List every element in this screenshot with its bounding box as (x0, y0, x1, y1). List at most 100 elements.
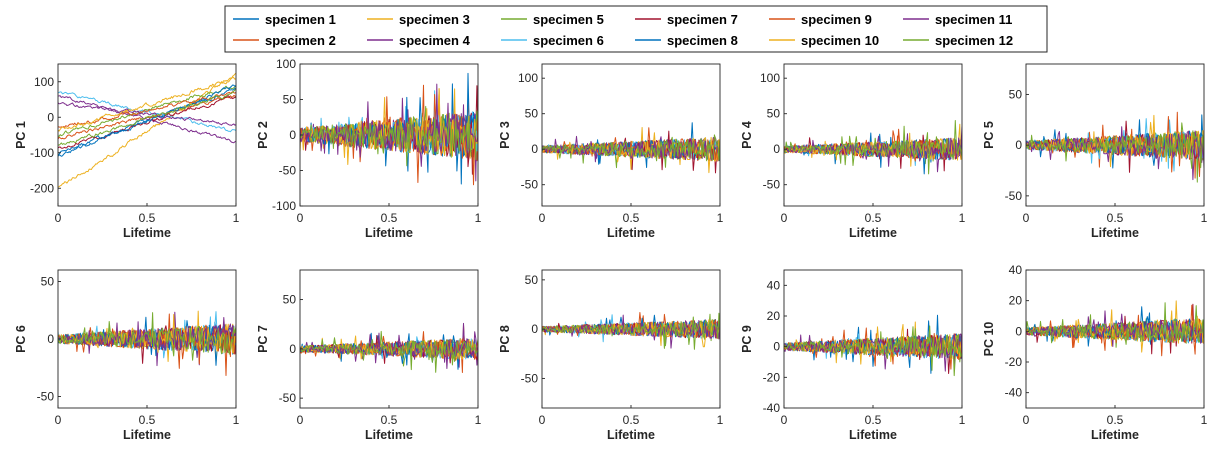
series-line (1026, 131, 1204, 169)
y-tick-label: 0 (47, 332, 54, 346)
x-axis-label: Lifetime (123, 428, 171, 442)
y-tick-label: 50 (767, 107, 781, 121)
series-line (58, 95, 236, 144)
subplot-4: 100 50 0 -50 0 0.5 1 Lifetime PC 4 (740, 63, 966, 240)
series-group (300, 72, 478, 186)
x-tick-label: 1 (1201, 211, 1208, 225)
y-tick-label: 100 (34, 75, 54, 89)
x-tick-label: 1 (475, 211, 482, 225)
legend-label: specimen 1 (265, 12, 336, 27)
y-tick-label: 50 (1009, 87, 1023, 101)
y-axis-label: PC 10 (982, 322, 996, 357)
y-tick-label: 0 (1015, 138, 1022, 152)
series-group (1026, 111, 1204, 183)
y-axis-label: PC 8 (498, 325, 512, 353)
subplot-8: 50 0 -50 0 0.5 1 Lifetime PC 8 (498, 269, 724, 442)
legend: specimen 1 specimen 3 specimen 5 specimen 7… (224, 5, 1048, 53)
x-tick-label: 0 (55, 413, 62, 427)
y-tick-label: 50 (283, 93, 297, 107)
series-line (58, 72, 236, 188)
y-tick-label: 100 (276, 57, 296, 71)
x-axis-label: Lifetime (1091, 428, 1139, 442)
plot-area (58, 64, 236, 206)
y-tick-label: 50 (283, 293, 297, 307)
y-tick-label: -50 (521, 371, 539, 385)
series-line (1026, 119, 1204, 161)
x-tick-label: 1 (233, 413, 240, 427)
subplot-3: 100 50 0 -50 0 0.5 1 Lifetime PC 3 (498, 63, 724, 240)
series-line (300, 337, 478, 366)
series-line (58, 323, 236, 365)
y-tick-label: -100 (30, 146, 54, 160)
x-tick-label: 0 (539, 211, 546, 225)
y-tick-label: -50 (279, 164, 297, 178)
x-tick-label: 1 (717, 211, 724, 225)
series-line (58, 317, 236, 351)
x-tick-label: 0.5 (623, 413, 640, 427)
y-tick-label: -200 (30, 181, 54, 195)
y-tick-label: -50 (1005, 189, 1023, 203)
x-tick-label: 0.5 (623, 211, 640, 225)
x-tick-label: 0 (781, 413, 788, 427)
series-line (542, 134, 720, 162)
y-tick-label: -50 (279, 391, 297, 405)
y-tick-label: -100 (272, 199, 296, 213)
series-group (1026, 300, 1204, 357)
plot-area (300, 270, 478, 408)
y-tick-label: 0 (773, 340, 780, 354)
series-line (58, 85, 236, 137)
subplot-1: 100 0 -100 -200 0 0.5 1 Lifetime PC 1 (14, 63, 240, 240)
series-line (58, 91, 236, 133)
x-tick-label: 0.5 (865, 211, 882, 225)
y-axis-label: PC 9 (740, 325, 754, 353)
y-axis-label: PC 4 (740, 121, 754, 149)
y-tick-label: -50 (37, 390, 55, 404)
x-tick-label: 1 (959, 211, 966, 225)
x-tick-label: 0 (539, 413, 546, 427)
y-axis-label: PC 2 (256, 121, 270, 149)
y-axis-label: PC 1 (14, 121, 28, 149)
legend-label: specimen 11 (935, 12, 1012, 27)
legend-label: specimen 2 (265, 33, 336, 48)
y-tick-label: -50 (521, 178, 539, 192)
series-group (784, 314, 962, 377)
legend-label: specimen 3 (399, 12, 470, 27)
y-tick-label: 40 (767, 278, 781, 292)
x-axis-label: Lifetime (849, 428, 897, 442)
y-tick-label: -40 (1005, 386, 1023, 400)
x-tick-label: 0.5 (381, 211, 398, 225)
y-tick-label: 100 (518, 71, 538, 85)
series-line (58, 102, 236, 126)
series-line (58, 91, 236, 128)
y-axis-label: PC 6 (14, 325, 28, 353)
y-tick-label: 100 (760, 71, 780, 85)
y-tick-label: 0 (289, 342, 296, 356)
legend-box (224, 5, 1048, 53)
series-line (784, 325, 962, 371)
legend-label: specimen 5 (533, 12, 604, 27)
x-tick-label: 0.5 (1107, 211, 1124, 225)
series-line (58, 76, 236, 132)
x-axis-label: Lifetime (365, 226, 413, 240)
x-axis-label: Lifetime (607, 428, 655, 442)
series-line (58, 87, 236, 156)
y-tick-label: 20 (1009, 294, 1023, 308)
y-axis-label: PC 5 (982, 121, 996, 149)
x-tick-label: 0.5 (139, 211, 156, 225)
series-group (542, 122, 720, 174)
y-tick-label: 50 (41, 275, 55, 289)
series-group (542, 312, 720, 350)
x-tick-label: 1 (233, 211, 240, 225)
y-tick-label: 20 (767, 309, 781, 323)
x-tick-label: 0.5 (381, 413, 398, 427)
series-line (58, 88, 236, 146)
legend-label: specimen 4 (399, 33, 471, 48)
y-tick-label: -50 (763, 178, 781, 192)
x-tick-label: 1 (717, 413, 724, 427)
y-tick-label: 0 (47, 110, 54, 124)
